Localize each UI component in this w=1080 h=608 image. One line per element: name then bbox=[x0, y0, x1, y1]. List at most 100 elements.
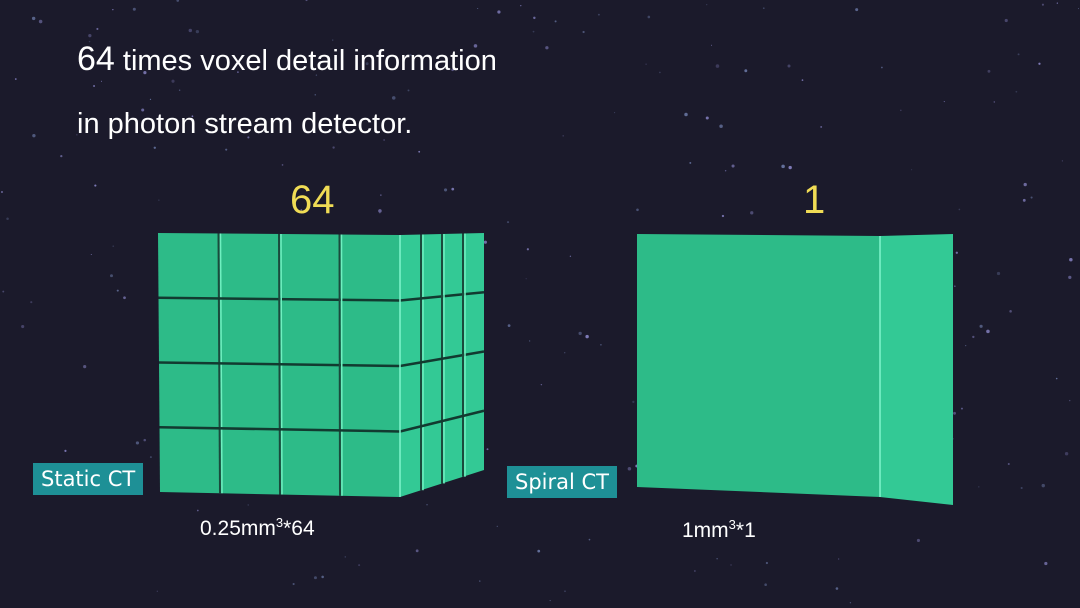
star bbox=[153, 146, 156, 149]
static-ct-voxel-cube bbox=[158, 233, 485, 497]
star bbox=[383, 139, 386, 141]
star bbox=[112, 245, 115, 247]
star bbox=[943, 101, 945, 103]
star bbox=[585, 334, 589, 339]
star bbox=[173, 56, 176, 59]
star bbox=[2, 290, 5, 293]
star bbox=[21, 324, 25, 329]
star bbox=[83, 365, 87, 369]
star bbox=[1, 191, 3, 193]
star bbox=[380, 194, 382, 196]
star bbox=[315, 74, 318, 76]
star bbox=[409, 53, 412, 57]
star bbox=[123, 296, 126, 300]
star bbox=[178, 89, 181, 91]
star bbox=[1068, 275, 1072, 280]
star bbox=[313, 576, 317, 580]
star bbox=[143, 71, 147, 75]
star bbox=[554, 20, 557, 23]
star bbox=[1030, 196, 1033, 199]
star bbox=[110, 274, 113, 278]
star bbox=[578, 331, 582, 336]
star bbox=[93, 85, 96, 88]
star bbox=[532, 30, 535, 33]
star bbox=[986, 329, 990, 334]
star bbox=[721, 214, 725, 218]
star bbox=[176, 0, 180, 2]
star bbox=[965, 344, 967, 347]
star bbox=[972, 335, 975, 339]
star bbox=[855, 8, 859, 12]
star bbox=[64, 449, 67, 452]
star bbox=[6, 217, 9, 221]
star bbox=[953, 411, 956, 415]
star bbox=[1069, 257, 1073, 262]
star bbox=[116, 289, 119, 292]
star bbox=[60, 154, 63, 158]
star bbox=[247, 504, 249, 506]
star bbox=[1023, 182, 1027, 187]
star bbox=[958, 208, 961, 211]
star bbox=[365, 62, 369, 66]
star bbox=[715, 64, 720, 68]
star bbox=[1077, 8, 1079, 10]
star bbox=[537, 549, 541, 553]
star bbox=[483, 240, 487, 244]
star bbox=[332, 39, 334, 41]
star bbox=[731, 164, 735, 168]
star bbox=[706, 4, 708, 6]
star bbox=[689, 161, 692, 164]
star bbox=[600, 344, 602, 346]
star bbox=[1064, 452, 1069, 456]
star bbox=[76, 134, 78, 136]
star bbox=[171, 79, 175, 83]
star bbox=[377, 118, 380, 121]
star bbox=[960, 407, 963, 410]
star bbox=[562, 135, 564, 137]
star bbox=[526, 248, 529, 251]
star bbox=[835, 587, 839, 590]
star bbox=[764, 583, 767, 586]
star bbox=[451, 68, 454, 72]
star bbox=[1038, 62, 1041, 65]
star bbox=[849, 602, 852, 604]
cube-front-face bbox=[637, 234, 880, 497]
star bbox=[564, 352, 566, 354]
star bbox=[765, 561, 769, 565]
star bbox=[520, 4, 522, 7]
voxel-column-edge bbox=[338, 234, 341, 496]
star bbox=[451, 187, 455, 191]
star bbox=[196, 509, 199, 512]
star bbox=[911, 169, 913, 171]
star bbox=[32, 134, 36, 138]
star bbox=[597, 13, 600, 16]
star bbox=[881, 66, 883, 69]
star bbox=[30, 301, 33, 304]
right-count: 1 bbox=[803, 178, 826, 222]
voxel-highlight bbox=[340, 234, 343, 496]
star bbox=[788, 165, 792, 170]
star bbox=[978, 486, 980, 488]
star bbox=[533, 16, 536, 20]
star bbox=[188, 28, 193, 33]
star bbox=[1041, 3, 1044, 6]
voxel-row-edge bbox=[159, 426, 401, 433]
star bbox=[820, 126, 823, 128]
headline-line-2: in photon stream detector. bbox=[77, 108, 413, 140]
star bbox=[645, 63, 647, 65]
star bbox=[149, 456, 152, 459]
star bbox=[477, 7, 479, 10]
star bbox=[391, 96, 396, 100]
headline-number: 64 bbox=[77, 40, 115, 78]
star bbox=[1055, 377, 1058, 380]
star bbox=[627, 466, 632, 471]
star bbox=[1004, 18, 1008, 23]
star bbox=[711, 44, 713, 46]
star bbox=[321, 575, 324, 579]
headline-text: times voxel detail information bbox=[122, 45, 497, 77]
star bbox=[225, 148, 228, 151]
star bbox=[407, 89, 410, 92]
star bbox=[1009, 310, 1012, 313]
star bbox=[135, 441, 140, 445]
